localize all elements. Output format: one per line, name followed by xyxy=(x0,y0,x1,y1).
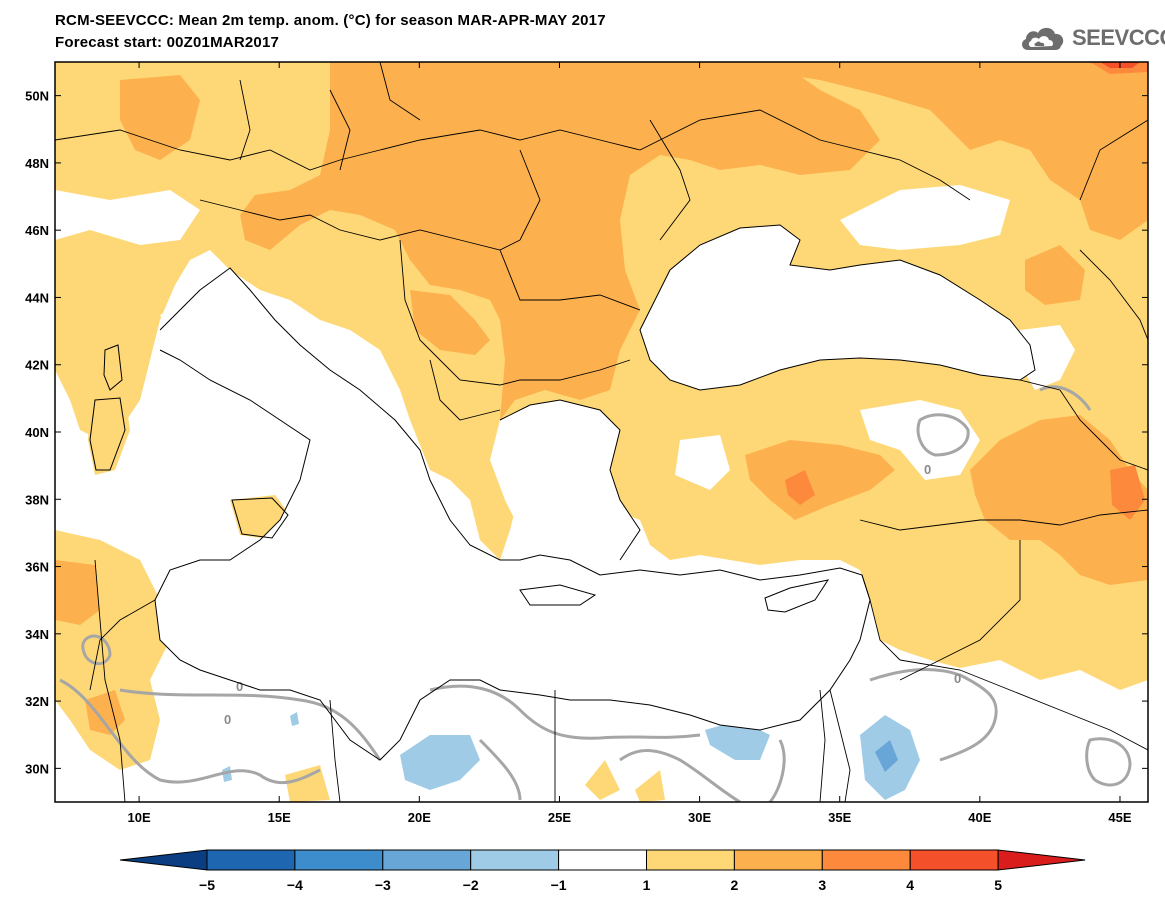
anomaly-area-neutral xyxy=(840,185,1010,250)
contour-label: 0 xyxy=(236,679,243,694)
lat-tick-label: 48N xyxy=(25,156,49,171)
longitude-axis: 10E 15E 20E 25E 30E 35E 40E 45E xyxy=(128,62,1132,825)
lon-tick-label: 35E xyxy=(828,810,851,825)
colorbar-label: −4 xyxy=(287,877,303,893)
colorbar-label: −2 xyxy=(463,877,479,893)
lon-tick-label: 10E xyxy=(128,810,151,825)
colorbar-segment xyxy=(294,849,384,871)
lat-tick-label: 50N xyxy=(25,89,49,104)
anomaly-area-3-to-4 xyxy=(785,470,815,505)
colorbar-segment xyxy=(470,849,560,871)
colorbar-segment xyxy=(821,849,911,871)
lat-tick-label: 34N xyxy=(25,627,49,642)
anomaly-area-minus1-to-minus2 xyxy=(222,766,232,782)
anomaly-area-2-to-3 xyxy=(120,75,200,160)
anomaly-area-2-to-3 xyxy=(240,62,880,420)
colorbar-label: 5 xyxy=(994,877,1002,893)
anomaly-area-2-to-3 xyxy=(700,62,1148,240)
latitude-axis: 30N 32N 34N 36N 38N 40N 42N 44N 46N 48N 50N xyxy=(25,89,1148,776)
anomaly-area-minus1-to-minus2 xyxy=(400,735,480,790)
colorbar-label: 4 xyxy=(906,877,914,893)
lat-tick-label: 38N xyxy=(25,492,49,507)
black-sea xyxy=(640,225,1035,390)
anomaly-area-2-to-3 xyxy=(55,560,100,625)
seevccc-logo: SEEVCCC xyxy=(1018,22,1165,56)
lon-tick-label: 15E xyxy=(268,810,291,825)
mediterranean-sea xyxy=(155,268,870,760)
lat-tick-label: 40N xyxy=(25,425,49,440)
cloud-icon xyxy=(1022,27,1064,50)
anomaly-area-1-to-2 xyxy=(285,765,330,802)
anomaly-area-3-to-4 xyxy=(1110,465,1145,520)
anomaly-area-neutral xyxy=(675,435,730,490)
lat-tick-label: 42N xyxy=(25,358,49,373)
colorbar-segment xyxy=(646,849,735,871)
anomaly-area-1-to-2 xyxy=(585,760,620,800)
anomaly-area-neutral xyxy=(55,190,200,245)
colorbar-segment xyxy=(558,849,647,871)
coastlines xyxy=(89,224,1036,761)
contour-label: 0 xyxy=(954,671,961,686)
colorbar-label: 2 xyxy=(731,877,739,893)
anomaly-area-minus1-to-minus2 xyxy=(290,712,299,726)
lat-tick-label: 44N xyxy=(25,290,49,305)
anomaly-area-1-to-2 xyxy=(88,395,130,475)
lon-tick-label: 30E xyxy=(688,810,711,825)
anomaly-area-2-to-3 xyxy=(745,440,895,520)
contour-label: 0 xyxy=(224,712,231,727)
colorbar-label: −1 xyxy=(551,877,567,893)
anomaly-area-2-to-3 xyxy=(85,690,125,735)
lon-tick-label: 40E xyxy=(968,810,991,825)
lat-tick-label: 32N xyxy=(25,694,49,709)
colorbar-label: 1 xyxy=(643,877,651,893)
forecast-start-label: Forecast start: 00Z01MAR2017 xyxy=(55,34,280,51)
anomaly-area-minus2-to-minus3 xyxy=(875,740,898,772)
colorbar-segment xyxy=(382,849,472,871)
contour-label: 0 xyxy=(924,462,931,477)
anomaly-area-2-to-3 xyxy=(1025,245,1085,305)
colorbar-label: 3 xyxy=(818,877,826,893)
lon-tick-label: 45E xyxy=(1108,810,1131,825)
lon-tick-label: 20E xyxy=(408,810,431,825)
colorbar-segment xyxy=(206,849,296,871)
colorbar-segment xyxy=(909,849,999,871)
map-field: 0 0 0 0 xyxy=(55,62,1148,802)
colorbar-segment xyxy=(119,849,208,871)
anomaly-area-2-to-3 xyxy=(970,415,1148,585)
anomaly-area-neutral xyxy=(1020,325,1075,390)
anomaly-area-2-to-3 xyxy=(410,290,490,355)
colorbar: −5 −4 −3 −2 −1 1 2 3 4 5 xyxy=(119,849,1086,893)
aegean-sea xyxy=(490,400,640,560)
colorbar-label: −5 xyxy=(199,877,215,893)
map-title: RCM-SEEVCCC: Mean 2m temp. anom. (°C) fo… xyxy=(55,12,606,29)
lat-tick-label: 30N xyxy=(25,761,49,776)
logo-text: SEEVCCC xyxy=(1072,25,1165,50)
anomaly-area-1-to-2 xyxy=(635,770,665,802)
anomaly-area-minus1-to-minus2 xyxy=(705,720,770,760)
colorbar-segment xyxy=(997,849,1086,871)
colorbar-segment xyxy=(733,849,823,871)
colorbar-label: −3 xyxy=(375,877,391,893)
lat-tick-label: 46N xyxy=(25,223,49,238)
lon-tick-label: 25E xyxy=(548,810,571,825)
country-borders xyxy=(55,62,1148,802)
lat-tick-label: 36N xyxy=(25,560,49,575)
